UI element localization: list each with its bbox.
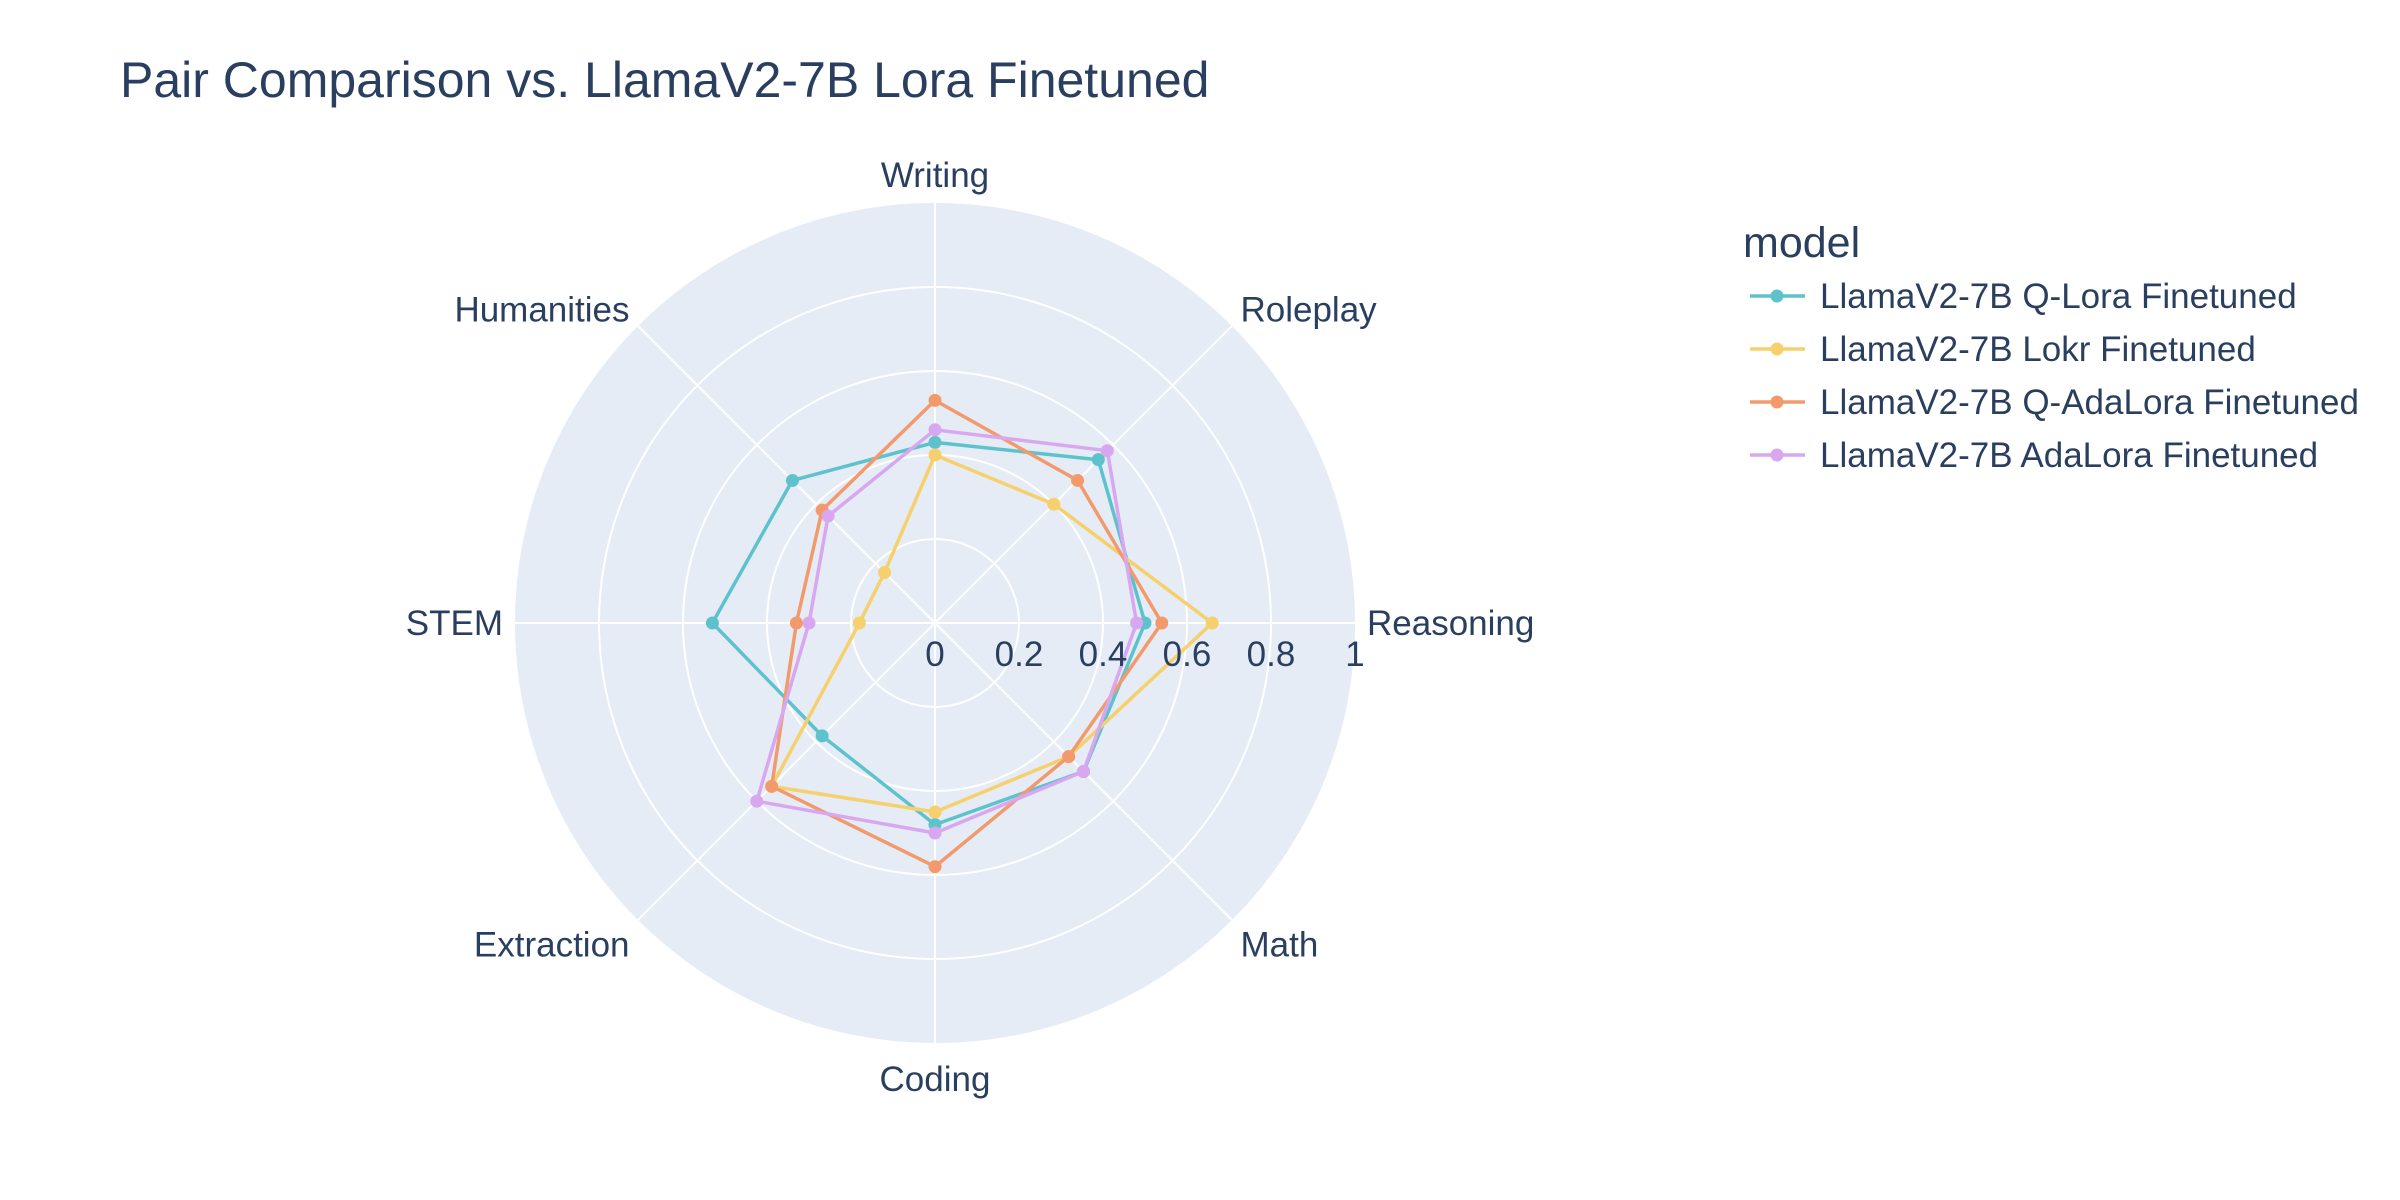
radial-tick-label: 1: [1345, 635, 1364, 674]
data-point: [789, 616, 803, 630]
data-point: [1047, 497, 1061, 511]
legend-item[interactable]: LlamaV2-7B AdaLora Finetuned: [1750, 436, 2318, 475]
data-point: [821, 509, 835, 523]
legend: model LlamaV2-7B Q-Lora Finetuned LlamaV2…: [1743, 219, 2359, 475]
category-label-coding: Coding: [880, 1060, 991, 1099]
category-label-extraction: Extraction: [474, 925, 630, 964]
radial-tick-label: 0.2: [995, 635, 1044, 674]
data-point: [928, 826, 942, 840]
legend-label: LlamaV2-7B Lokr Finetuned: [1820, 330, 2256, 369]
legend-swatch-marker: [1770, 448, 1784, 462]
data-point: [1076, 764, 1090, 778]
data-point: [928, 860, 942, 874]
category-label-humanities: Humanities: [454, 291, 629, 330]
series-3: [765, 393, 1169, 874]
data-point: [1100, 444, 1114, 458]
data-point: [705, 616, 719, 630]
legend-label: LlamaV2-7B AdaLora Finetuned: [1820, 436, 2318, 475]
radial-tick-label: 0: [925, 635, 944, 674]
data-point: [878, 566, 892, 580]
legend-swatch-marker: [1770, 395, 1784, 409]
radial-tick-label: 0.4: [1079, 635, 1128, 674]
data-point: [1130, 616, 1144, 630]
data-point: [815, 729, 829, 743]
angular-grid: [515, 203, 1355, 1043]
data-point: [852, 616, 866, 630]
category-label-writing: Writing: [881, 156, 989, 195]
data-point: [750, 794, 764, 808]
legend-label: LlamaV2-7B Q-Lora Finetuned: [1820, 277, 2297, 316]
legend-label: LlamaV2-7B Q-AdaLora Finetuned: [1820, 383, 2359, 422]
chart-title: Pair Comparison vs. LlamaV2-7B Lora Fine…: [120, 52, 1209, 108]
radial-tick-label: 0.8: [1247, 635, 1296, 674]
category-label-roleplay: Roleplay: [1240, 291, 1377, 330]
data-point: [928, 423, 942, 437]
data-point: [802, 616, 816, 630]
category-axis-labels: Writing Roleplay Reasoning Math Coding Extrac…: [406, 156, 1535, 1099]
series-layer: [705, 393, 1219, 874]
radial-tick-labels: 0 0.2 0.4 0.6 0.8 1: [925, 635, 1364, 674]
series-4: [750, 423, 1144, 840]
radial-tick-label: 0.6: [1163, 635, 1212, 674]
data-point: [928, 393, 942, 407]
category-label-math: Math: [1240, 925, 1318, 964]
grid-spoke: [637, 622, 936, 921]
legend-item[interactable]: LlamaV2-7B Lokr Finetuned: [1750, 330, 2256, 369]
data-point: [785, 473, 799, 487]
data-point: [1155, 616, 1169, 630]
data-point: [1091, 453, 1105, 467]
legend-item[interactable]: LlamaV2-7B Q-Lora Finetuned: [1750, 277, 2297, 316]
data-point: [1205, 616, 1219, 630]
data-point: [928, 805, 942, 819]
data-point: [765, 779, 779, 793]
grid-spoke: [934, 325, 1233, 624]
category-label-stem: STEM: [406, 604, 503, 643]
legend-item[interactable]: LlamaV2-7B Q-AdaLora Finetuned: [1750, 383, 2359, 422]
legend-swatch-marker: [1770, 289, 1784, 303]
category-label-reasoning: Reasoning: [1367, 604, 1534, 643]
polar-plot-area: 0 0.2 0.4 0.6 0.8 1 Writing Roleplay Reasoning M…: [406, 156, 1535, 1099]
data-point: [1071, 473, 1085, 487]
legend-title: model: [1743, 219, 1860, 267]
data-point: [928, 448, 942, 462]
data-point: [928, 435, 942, 449]
legend-swatch-marker: [1770, 342, 1784, 356]
data-point: [1062, 750, 1076, 764]
